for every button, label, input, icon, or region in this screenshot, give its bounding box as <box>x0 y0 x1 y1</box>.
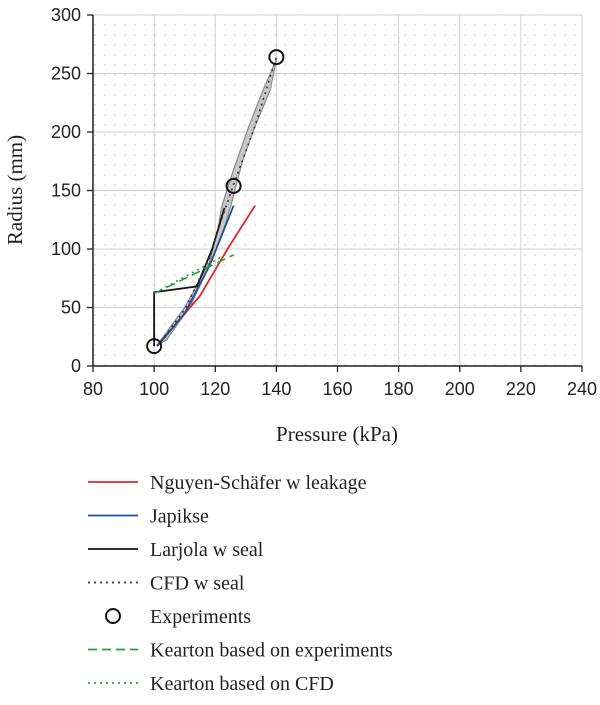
x-tick-labels: 80 100 120 140 160 180 200 220 240 <box>83 379 597 399</box>
series-line-1 <box>156 205 235 347</box>
x-tick-label-160: 160 <box>322 379 352 399</box>
grid-lines <box>93 14 583 366</box>
x-tick-label-120: 120 <box>200 379 230 399</box>
x-axis-title: Pressure (kPa) <box>276 422 398 446</box>
y-tick-label-150: 150 <box>51 181 81 201</box>
y-tick-labels: 0 50 100 150 200 250 300 <box>51 5 81 376</box>
y-tick-label-50: 50 <box>61 298 81 318</box>
x-tick-label-100: 100 <box>139 379 169 399</box>
legend-item-2: Larjola w seal <box>88 539 264 561</box>
legend-label-5: Kearton based on experiments <box>150 640 393 662</box>
legend-label-0: Nguyen-Schäfer w leakage <box>150 472 367 494</box>
legend-label-6: Kearton based on CFD <box>150 673 334 695</box>
series-layer <box>153 56 278 347</box>
y-tick-label-100: 100 <box>51 239 81 259</box>
legend-item-4: Experiments <box>105 606 251 628</box>
x-tick-label-180: 180 <box>384 379 414 399</box>
legend-item-6: Kearton based on CFD <box>88 673 334 695</box>
x-tick-label-220: 220 <box>506 379 536 399</box>
axes <box>87 14 583 372</box>
series-line-6 <box>159 252 228 291</box>
legend-item-5: Kearton based on experiments <box>88 640 393 662</box>
legend-label-4: Experiments <box>150 606 251 628</box>
legend-item-1: Japikse <box>88 506 209 528</box>
y-tick-label-200: 200 <box>51 122 81 142</box>
experiment-marker-2 <box>268 49 285 66</box>
x-tick-label-140: 140 <box>261 379 291 399</box>
marker-layer <box>146 49 285 355</box>
legend-label-1: Japikse <box>150 506 209 528</box>
experiment-marker-1 <box>225 177 242 194</box>
y-tick-label-300: 300 <box>51 5 81 25</box>
legend-label-2: Larjola w seal <box>150 539 264 561</box>
y-tick-label-250: 250 <box>51 64 81 84</box>
y-tick-label-0: 0 <box>71 356 81 376</box>
x-tick-label-200: 200 <box>445 379 475 399</box>
legend-item-3: CFD w seal <box>88 573 245 595</box>
legend-item-0: Nguyen-Schäfer w leakage <box>88 472 367 494</box>
y-axis-title: Radius (mm) <box>3 135 27 245</box>
x-tick-label-80: 80 <box>83 379 103 399</box>
legend-swatch-4 <box>105 608 121 624</box>
series-line-5 <box>153 254 234 295</box>
x-tick-label-240: 240 <box>567 379 597 399</box>
legend-label-3: CFD w seal <box>150 573 245 595</box>
experiment-marker-0 <box>146 338 163 355</box>
legend: Nguyen-Schäfer w leakage Japikse Larjola w… <box>88 472 393 695</box>
